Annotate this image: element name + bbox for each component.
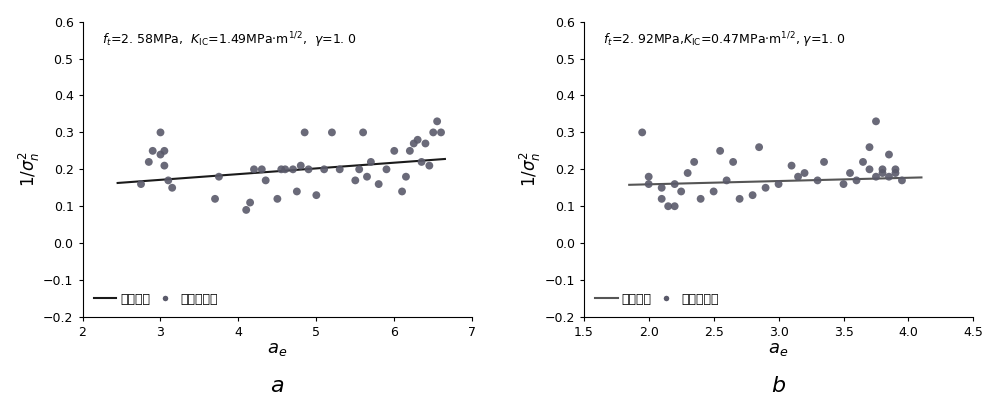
- Point: [797, 170, 813, 176]
- Point: [725, 158, 741, 165]
- Point: [861, 166, 877, 173]
- Point: [211, 173, 227, 180]
- Point: [887, 166, 903, 173]
- Y-axis label: $1/\sigma_n^2$: $1/\sigma_n^2$: [17, 151, 42, 187]
- Text: $f_t$=2. 58MPa,  $K_{\rm IC}$=1.49MPa$\cdot$m$^{1/2}$,  $\gamma$=1. 0: $f_t$=2. 58MPa, $K_{\rm IC}$=1.49MPa$\cd…: [102, 31, 357, 50]
- Text: $f_t$=2. 92MPa,$K_{\rm IC}$=0.47MPa$\cdot$m$^{1/2}$, $\gamma$=1. 0: $f_t$=2. 92MPa,$K_{\rm IC}$=0.47MPa$\cdo…: [603, 31, 846, 50]
- Point: [751, 144, 767, 150]
- Point: [771, 181, 787, 187]
- Point: [164, 184, 180, 191]
- Point: [784, 162, 800, 169]
- Point: [145, 148, 161, 154]
- Point: [324, 129, 340, 136]
- Point: [719, 177, 735, 184]
- Point: [246, 166, 262, 173]
- Point: [359, 173, 375, 180]
- Point: [660, 203, 676, 209]
- Point: [258, 177, 274, 184]
- Point: [790, 173, 806, 180]
- Point: [414, 158, 430, 165]
- Legend: 回归曲线, 试验数据点: 回归曲线, 试验数据点: [590, 288, 724, 311]
- Point: [425, 129, 441, 136]
- Point: [242, 199, 258, 206]
- Point: [667, 203, 683, 209]
- X-axis label: $a_e$: $a_e$: [267, 340, 287, 358]
- Point: [277, 166, 293, 173]
- Point: [316, 166, 332, 173]
- Point: [706, 188, 722, 195]
- Point: [745, 192, 761, 199]
- Y-axis label: $1/\sigma_n^2$: $1/\sigma_n^2$: [518, 151, 543, 187]
- Point: [308, 192, 324, 199]
- Point: [421, 162, 437, 169]
- Point: [641, 181, 657, 187]
- Point: [641, 173, 657, 180]
- Point: [881, 173, 897, 180]
- Point: [332, 166, 348, 173]
- Point: [254, 166, 270, 173]
- Point: [152, 151, 168, 158]
- Point: [680, 170, 696, 176]
- Point: [398, 173, 414, 180]
- Point: [868, 173, 884, 180]
- Point: [417, 140, 433, 147]
- Point: [394, 188, 410, 195]
- Legend: 回归曲线, 试验数据点: 回归曲线, 试验数据点: [89, 288, 223, 311]
- Point: [269, 196, 285, 202]
- Point: [351, 166, 367, 173]
- Point: [693, 196, 709, 202]
- Point: [861, 144, 877, 150]
- Point: [673, 188, 689, 195]
- Text: a: a: [271, 376, 284, 396]
- Point: [410, 136, 426, 143]
- Text: b: b: [772, 376, 786, 396]
- Point: [634, 129, 650, 136]
- Point: [160, 177, 176, 184]
- Point: [874, 166, 890, 173]
- Point: [654, 184, 670, 191]
- Point: [355, 129, 371, 136]
- Point: [363, 158, 379, 165]
- Point: [238, 206, 254, 213]
- Point: [371, 181, 387, 187]
- Point: [273, 166, 289, 173]
- Point: [297, 129, 313, 136]
- Point: [133, 181, 149, 187]
- Point: [654, 196, 670, 202]
- Point: [347, 177, 363, 184]
- Point: [855, 158, 871, 165]
- Point: [433, 129, 449, 136]
- Point: [887, 170, 903, 176]
- Point: [758, 184, 774, 191]
- Point: [289, 188, 305, 195]
- Point: [732, 196, 748, 202]
- Point: [894, 177, 910, 184]
- Point: [686, 158, 702, 165]
- Point: [667, 181, 683, 187]
- Point: [406, 140, 422, 147]
- X-axis label: $a_e$: $a_e$: [768, 340, 789, 358]
- Point: [301, 166, 317, 173]
- Point: [881, 151, 897, 158]
- Point: [156, 148, 172, 154]
- Point: [429, 118, 445, 125]
- Point: [156, 162, 172, 169]
- Point: [868, 118, 884, 125]
- Point: [874, 170, 890, 176]
- Point: [712, 148, 728, 154]
- Point: [402, 148, 418, 154]
- Point: [386, 148, 402, 154]
- Point: [810, 177, 826, 184]
- Point: [141, 158, 157, 165]
- Point: [836, 181, 852, 187]
- Point: [293, 162, 309, 169]
- Point: [285, 166, 301, 173]
- Point: [152, 129, 168, 136]
- Point: [378, 166, 394, 173]
- Point: [816, 158, 832, 165]
- Point: [849, 177, 865, 184]
- Point: [207, 196, 223, 202]
- Point: [842, 170, 858, 176]
